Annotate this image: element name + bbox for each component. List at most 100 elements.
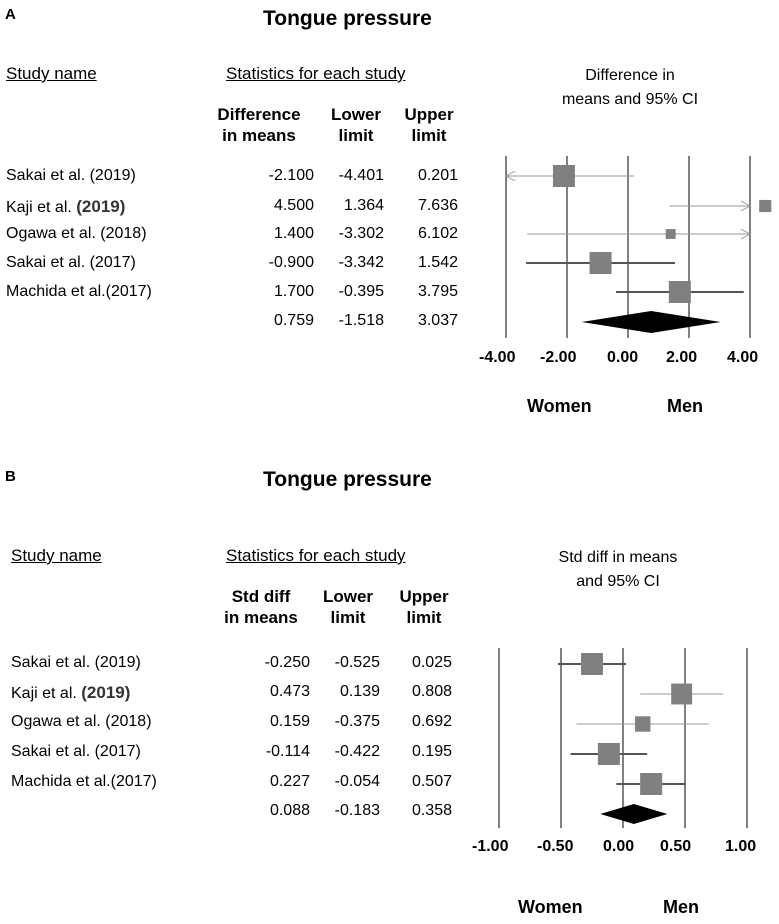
effect-size-marker: [581, 653, 603, 675]
x-label-men: Men: [663, 897, 699, 917]
upper-value: 0.692: [411, 713, 452, 730]
pooled-effect-diamond: [581, 311, 721, 333]
col-header-lower: Lower limit: [313, 586, 383, 628]
upper-value: 0.808: [411, 683, 452, 700]
upper-value: 1.542: [417, 254, 458, 271]
effect-size-marker: [635, 716, 651, 732]
pooled-lower-value: -0.183: [334, 802, 380, 819]
x-tick-label: 4.00: [727, 349, 759, 366]
study-name: Sakai et al. (2019): [11, 654, 141, 671]
study-name-year: (2019): [76, 197, 126, 216]
forest-plot: [504, 156, 772, 338]
effect-size-marker: [597, 743, 620, 765]
x-tick-label: 0.00: [607, 349, 639, 366]
upper-value: 0.507: [411, 773, 452, 790]
pooled-estimate-value: 0.088: [269, 802, 310, 819]
study-name: Kaji et al. (2019): [6, 197, 125, 217]
effect-size-marker: [668, 281, 691, 303]
study-name: Machida et al.(2017): [11, 773, 157, 790]
study-name-header: Study name: [6, 64, 97, 83]
panel-b: B Tongue pressure Study name Statistics …: [0, 462, 779, 924]
lower-value: -0.525: [334, 654, 380, 671]
col-header-estimate: Difference in means: [203, 104, 315, 146]
estimate-value: 4.500: [273, 197, 314, 214]
estimate-value: 0.227: [269, 773, 310, 790]
upper-value: 6.102: [417, 225, 458, 242]
upper-value: 0.201: [417, 167, 458, 184]
lower-value: -0.395: [338, 283, 384, 300]
x-tick-label: -4.00: [479, 349, 516, 366]
x-tick-label: 0.00: [603, 838, 635, 855]
pooled-lower-value: -1.518: [338, 312, 384, 329]
statistics-header: Statistics for each study: [226, 546, 406, 565]
lower-value: -4.401: [338, 167, 384, 184]
effect-size-marker: [552, 165, 575, 187]
estimate-value: 0.159: [269, 713, 310, 730]
chart-title: Tongue pressure: [263, 468, 432, 491]
lower-value: -0.375: [334, 713, 380, 730]
effect-size-marker: [589, 252, 612, 274]
pooled-effect-diamond: [600, 804, 668, 824]
x-label-women: Women: [518, 897, 583, 917]
upper-value: 0.025: [411, 654, 452, 671]
ci-arrow-left: [504, 170, 516, 182]
study-name: Ogawa et al. (2018): [6, 225, 147, 242]
col-header-lower: Lower limit: [321, 104, 391, 146]
col-header-estimate-line1: Difference: [217, 105, 301, 124]
col-header-estimate-line1: Std diff: [231, 587, 291, 606]
effect-size-marker: [759, 199, 772, 213]
panel-label: B: [5, 468, 16, 485]
x-label-women: Women: [527, 396, 592, 416]
lower-value: 1.364: [343, 197, 384, 214]
col-header-lower-line1: Lower: [330, 105, 382, 124]
pooled-upper-value: 0.358: [411, 802, 452, 819]
statistics-header: Statistics for each study: [226, 64, 406, 83]
pooled-estimate-value: 0.759: [273, 312, 314, 329]
col-header-estimate-line2: in means: [224, 608, 298, 627]
x-label-men: Men: [667, 396, 703, 416]
ci-arrow-right: [740, 228, 752, 240]
study-name: Machida et al.(2017): [6, 283, 152, 300]
lower-value: 0.139: [339, 683, 380, 700]
col-header-upper-line1: Upper: [404, 105, 454, 124]
ci-arrow-right: [740, 200, 752, 212]
chart-title: Tongue pressure: [263, 7, 432, 30]
ci-header-line2: means and 95% CI: [561, 91, 699, 108]
lower-value: -0.422: [334, 743, 380, 760]
estimate-value: 1.400: [273, 225, 314, 242]
upper-value: 3.795: [417, 283, 458, 300]
lower-value: -3.342: [338, 254, 384, 271]
lower-value: -3.302: [338, 225, 384, 242]
study-name: Ogawa et al. (2018): [11, 713, 152, 730]
study-name: Sakai et al. (2017): [11, 743, 141, 760]
x-tick-label: -0.50: [537, 838, 574, 855]
col-header-estimate-line2: in means: [222, 126, 296, 145]
col-header-lower-line2: limit: [338, 126, 374, 145]
col-header-upper-line2: limit: [406, 608, 442, 627]
col-header-upper: Upper limit: [389, 586, 459, 628]
upper-value: 7.636: [417, 197, 458, 214]
col-header-lower-line2: limit: [330, 608, 366, 627]
ci-header-line2: and 95% CI: [576, 573, 660, 590]
estimate-value: 0.473: [269, 683, 310, 700]
ci-header: Difference in means and 95% CI: [520, 64, 740, 112]
pooled-upper-value: 3.037: [417, 312, 458, 329]
x-tick-label: -2.00: [540, 349, 577, 366]
study-name-year: (2019): [81, 683, 131, 702]
effect-size-marker: [640, 773, 663, 795]
estimate-value: -0.900: [268, 254, 314, 271]
estimate-value: -0.114: [265, 743, 310, 760]
panel-label: A: [5, 6, 16, 23]
x-tick-label: 2.00: [666, 349, 698, 366]
x-tick-label: -1.00: [472, 838, 509, 855]
col-header-estimate: Std diff in means: [211, 586, 311, 628]
study-name-prefix: Kaji et al.: [6, 199, 72, 216]
x-tick-label: 0.50: [660, 838, 692, 855]
estimate-value: -0.250: [264, 654, 310, 671]
ci-header: Std diff in means and 95% CI: [508, 546, 728, 594]
study-name: Sakai et al. (2017): [6, 254, 136, 271]
col-header-lower-line1: Lower: [322, 587, 374, 606]
effect-size-marker: [671, 683, 693, 705]
forest-plot: [498, 648, 748, 828]
col-header-upper: Upper limit: [394, 104, 464, 146]
